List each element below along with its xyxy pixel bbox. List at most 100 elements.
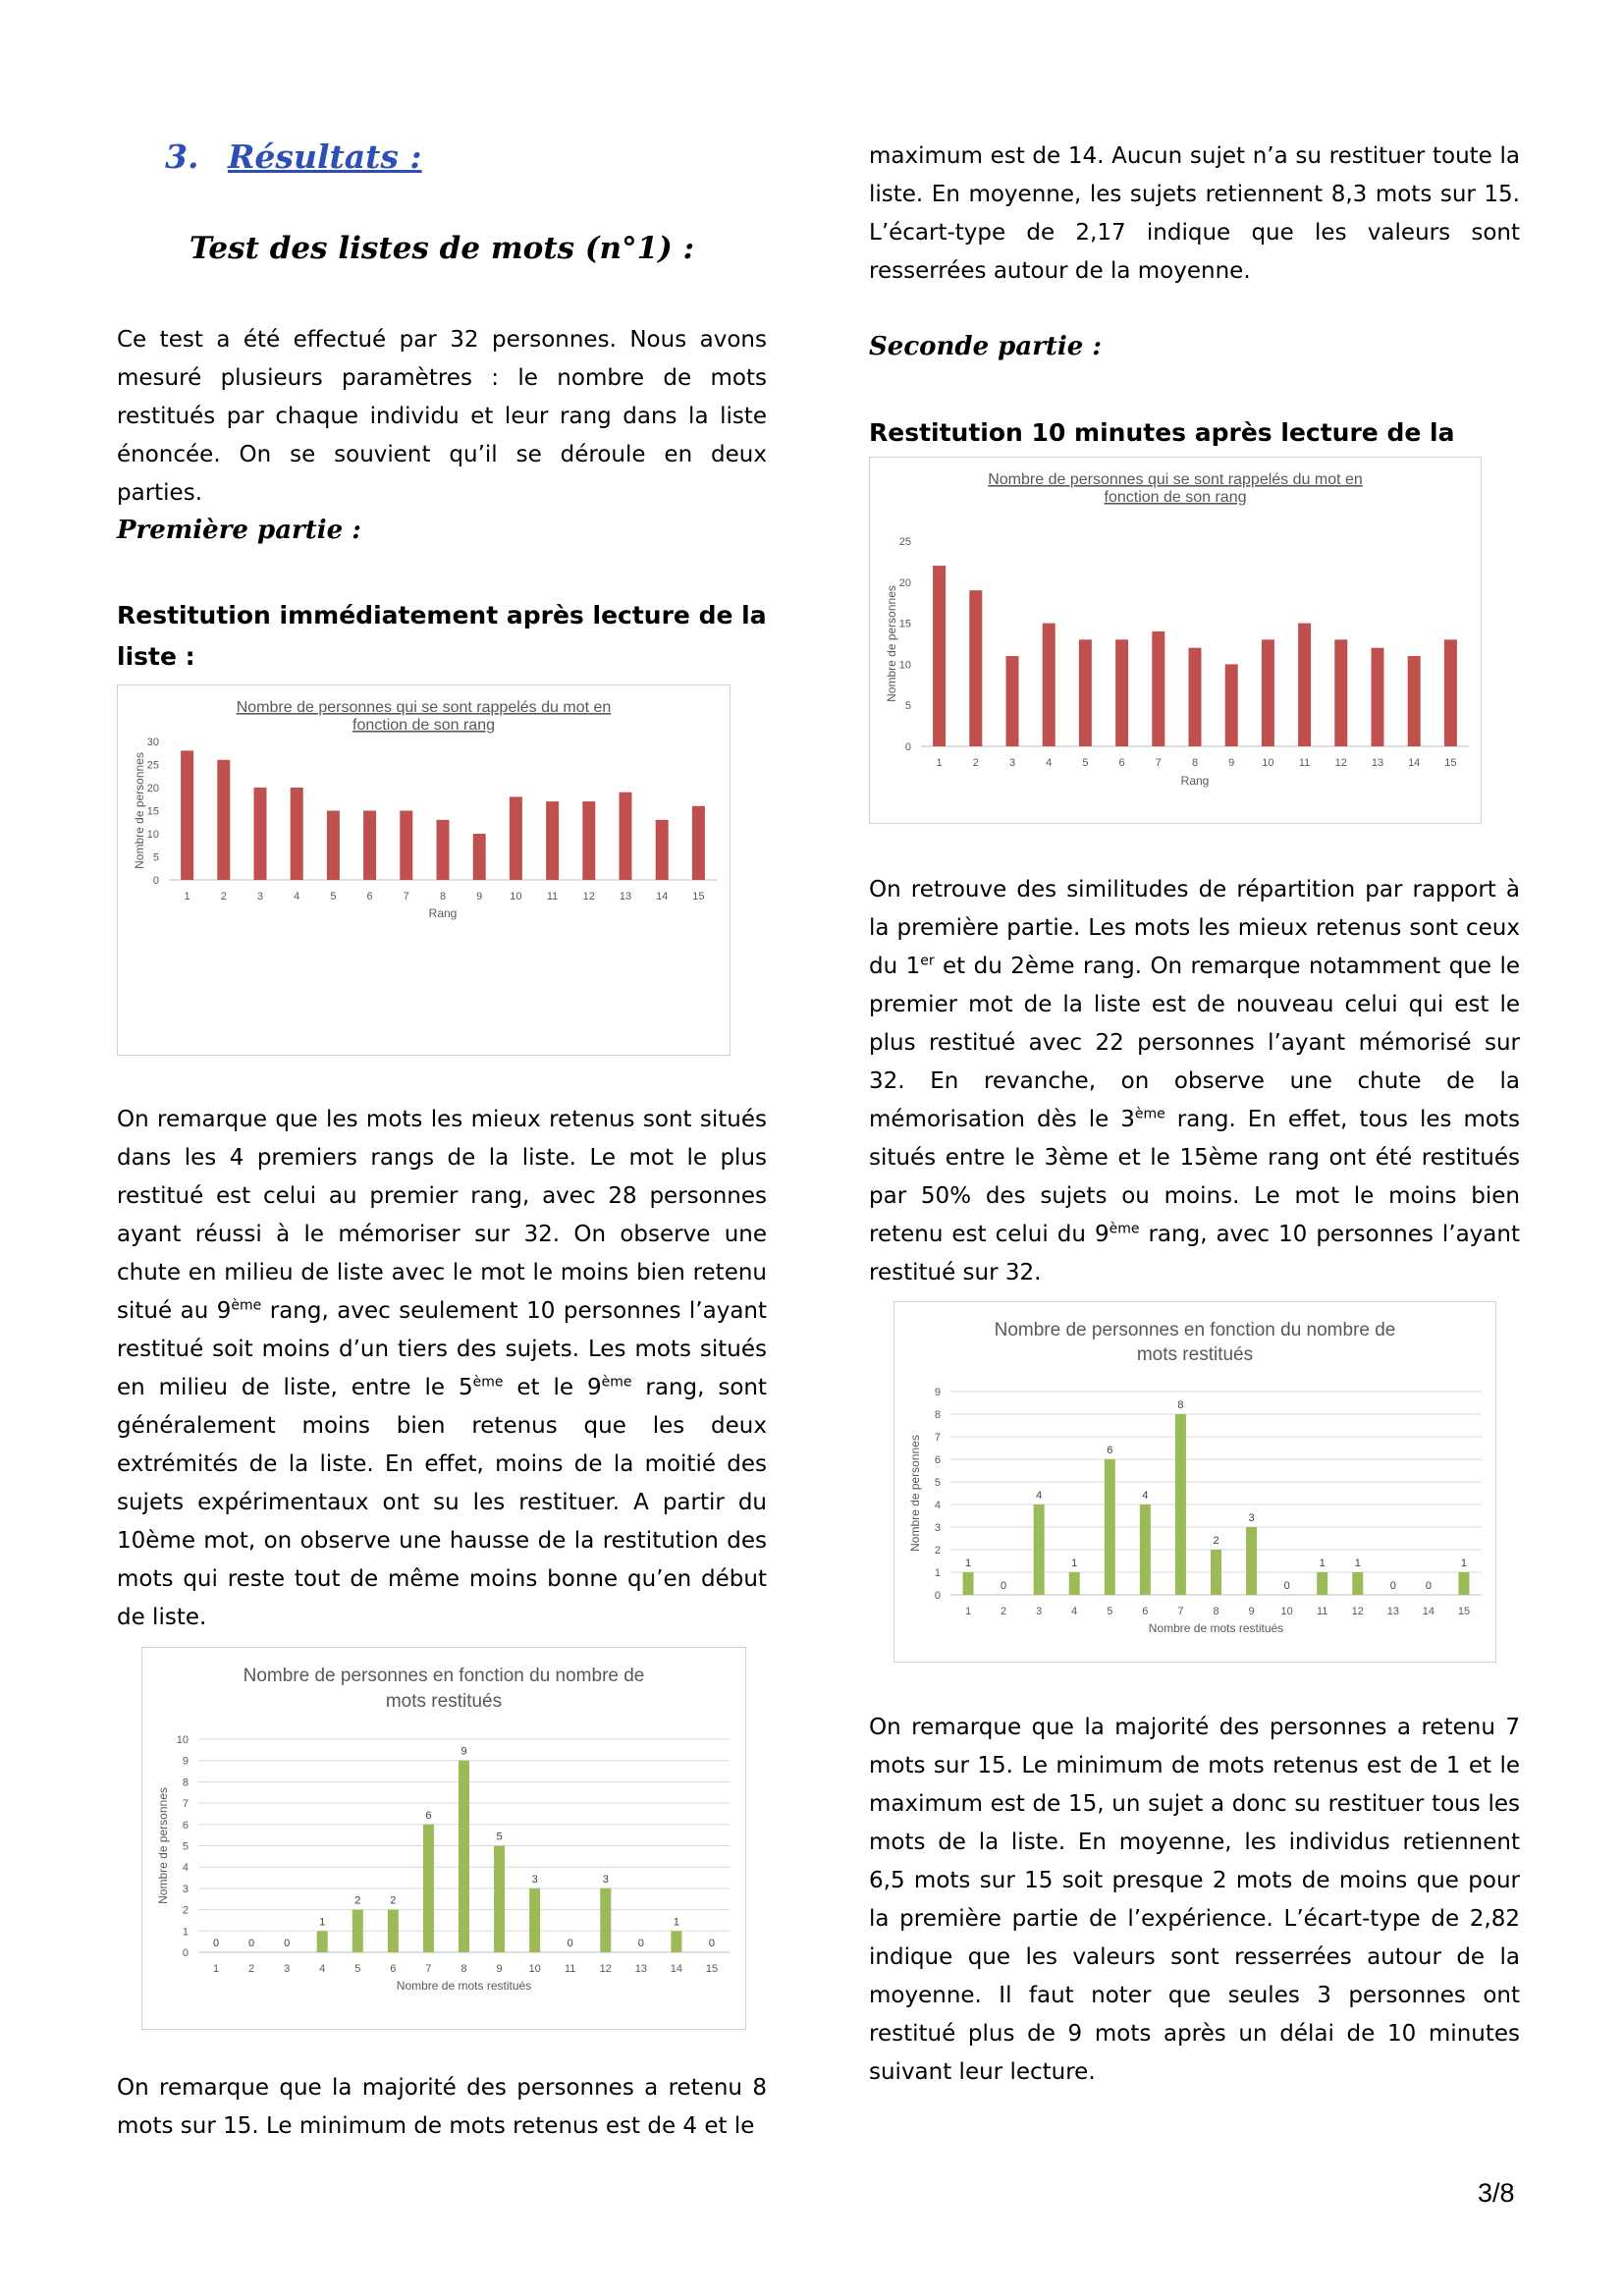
data-label: 3 xyxy=(1249,1512,1255,1524)
x-tick-label: 5 xyxy=(1107,1606,1112,1617)
y-tick-label: 0 xyxy=(153,875,159,887)
count-analysis-paragraph: On remarque que la majorité des personne… xyxy=(117,2075,767,2139)
x-tick-label: 4 xyxy=(1046,757,1052,769)
x-tick-label: 4 xyxy=(319,1963,325,1975)
chart-rank-part2: Nombre de personnes qui se sont rappelés… xyxy=(869,457,1482,824)
x-tick-label: 12 xyxy=(1352,1606,1364,1617)
x-tick-label: 9 xyxy=(476,891,482,902)
y-tick-label: 3 xyxy=(935,1522,941,1534)
chart-bar xyxy=(1334,639,1348,746)
chart-bar xyxy=(1261,639,1274,746)
data-label: 0 xyxy=(568,1938,573,1949)
data-label: 1 xyxy=(674,1916,679,1928)
x-tick-label: 4 xyxy=(1071,1606,1077,1617)
y-tick-label: 6 xyxy=(935,1454,941,1466)
superscript: er xyxy=(920,953,935,969)
data-label: 4 xyxy=(1036,1490,1042,1502)
x-tick-label: 3 xyxy=(1036,1606,1042,1617)
chart-bar xyxy=(326,810,340,880)
y-tick-label: 25 xyxy=(147,760,159,772)
x-tick-label: 3 xyxy=(1009,757,1015,769)
x-tick-label: 5 xyxy=(354,1963,360,1975)
y-axis-title: Nombre de personnes xyxy=(156,1787,170,1904)
x-tick-label: 1 xyxy=(213,1963,219,1975)
chart-bar xyxy=(1188,647,1202,746)
data-label: 0 xyxy=(1390,1580,1396,1592)
x-tick-label: 8 xyxy=(1192,757,1198,769)
x-tick-label: 1 xyxy=(965,1606,971,1617)
x-tick-label: 15 xyxy=(1444,757,1456,769)
x-tick-label: 15 xyxy=(706,1963,718,1975)
x-tick-label: 9 xyxy=(1249,1606,1255,1617)
chart-bar xyxy=(691,805,705,880)
x-axis-title: Rang xyxy=(429,906,458,920)
x-tick-label: 5 xyxy=(330,891,336,902)
data-label: 0 xyxy=(709,1938,715,1949)
chart-bar xyxy=(1407,656,1421,746)
chart-title: mots restitués xyxy=(386,1691,502,1712)
data-label: 2 xyxy=(390,1895,396,1907)
x-tick-label: 7 xyxy=(425,1963,431,1975)
x-tick-label: 10 xyxy=(1281,1606,1293,1617)
superscript: ème xyxy=(472,1374,504,1391)
x-tick-label: 15 xyxy=(692,891,704,902)
text-segment: et du 2ème rang. On remarque notamment q… xyxy=(869,954,1520,1132)
data-label: 0 xyxy=(638,1938,644,1949)
chart-bar xyxy=(546,801,560,880)
x-tick-label: 14 xyxy=(671,1963,682,1975)
text-segment: rang, avec 10 personnes l’ayant restitué… xyxy=(869,1222,1520,1285)
chart-bar xyxy=(1174,1414,1186,1595)
y-tick-label: 0 xyxy=(183,1947,189,1959)
chart-count-part1-svg: Nombre de personnes en fonction du nombr… xyxy=(156,1666,730,1993)
x-tick-label: 8 xyxy=(460,1963,466,1975)
x-tick-label: 6 xyxy=(1119,757,1125,769)
page-number: 3/8 xyxy=(1478,2178,1515,2208)
chart-bar xyxy=(290,788,303,880)
x-tick-label: 11 xyxy=(1317,1606,1327,1617)
x-tick-label: 13 xyxy=(620,891,631,902)
chart-title: Nombre de personnes qui se sont rappelés… xyxy=(988,471,1363,488)
y-tick-label: 8 xyxy=(935,1409,941,1421)
x-tick-label: 7 xyxy=(404,891,409,902)
data-label: 3 xyxy=(603,1874,609,1886)
x-tick-label: 12 xyxy=(1335,757,1347,769)
data-label: 8 xyxy=(1177,1399,1183,1411)
x-tick-label: 8 xyxy=(440,891,446,902)
chart-bar xyxy=(1352,1572,1364,1595)
chart-count-part1: Nombre de personnes en fonction du nombr… xyxy=(141,1647,746,2030)
y-tick-label: 0 xyxy=(905,741,911,753)
data-label: 1 xyxy=(965,1558,971,1569)
chart-count-part2: Nombre de personnes en fonction du nombr… xyxy=(893,1301,1496,1663)
y-tick-label: 5 xyxy=(935,1477,941,1489)
x-tick-label: 5 xyxy=(1082,757,1088,769)
x-tick-label: 9 xyxy=(1228,757,1234,769)
data-label: 4 xyxy=(1142,1490,1148,1502)
x-tick-label: 14 xyxy=(1423,1606,1435,1617)
text-segment: et le 9 xyxy=(503,1375,602,1400)
x-tick-label: 9 xyxy=(497,1963,503,1975)
x-tick-label: 2 xyxy=(248,1963,254,1975)
y-tick-label: 25 xyxy=(899,536,911,548)
y-tick-label: 30 xyxy=(147,737,159,748)
superscript: ème xyxy=(231,1297,262,1314)
chart-rank-part2-svg: Nombre de personnes qui se sont rappelés… xyxy=(885,471,1469,788)
x-tick-label: 10 xyxy=(529,1963,541,1975)
y-tick-label: 1 xyxy=(183,1926,189,1938)
chart-bar xyxy=(422,1824,434,1952)
y-tick-label: 20 xyxy=(899,577,911,589)
superscript: ème xyxy=(1109,1221,1140,1237)
x-tick-label: 4 xyxy=(294,891,299,902)
x-tick-label: 13 xyxy=(635,1963,647,1975)
data-label: 3 xyxy=(532,1874,538,1886)
section-number: 3. xyxy=(165,137,199,176)
superscript: ème xyxy=(1134,1106,1165,1122)
chart-bar xyxy=(253,788,267,880)
x-tick-label: 1 xyxy=(185,891,190,902)
rank-analysis-paragraph: On remarque que les mots les mieux reten… xyxy=(117,1101,767,1637)
data-label: 0 xyxy=(1001,1580,1006,1592)
count2-analysis-paragraph: On remarque que la majorité des personne… xyxy=(869,1715,1520,2085)
data-label: 2 xyxy=(1213,1535,1218,1547)
x-tick-label: 13 xyxy=(1372,757,1383,769)
x-axis-title: Nombre de mots restitués xyxy=(397,1979,531,1993)
part2-title: Seconde partie : xyxy=(869,332,1102,361)
